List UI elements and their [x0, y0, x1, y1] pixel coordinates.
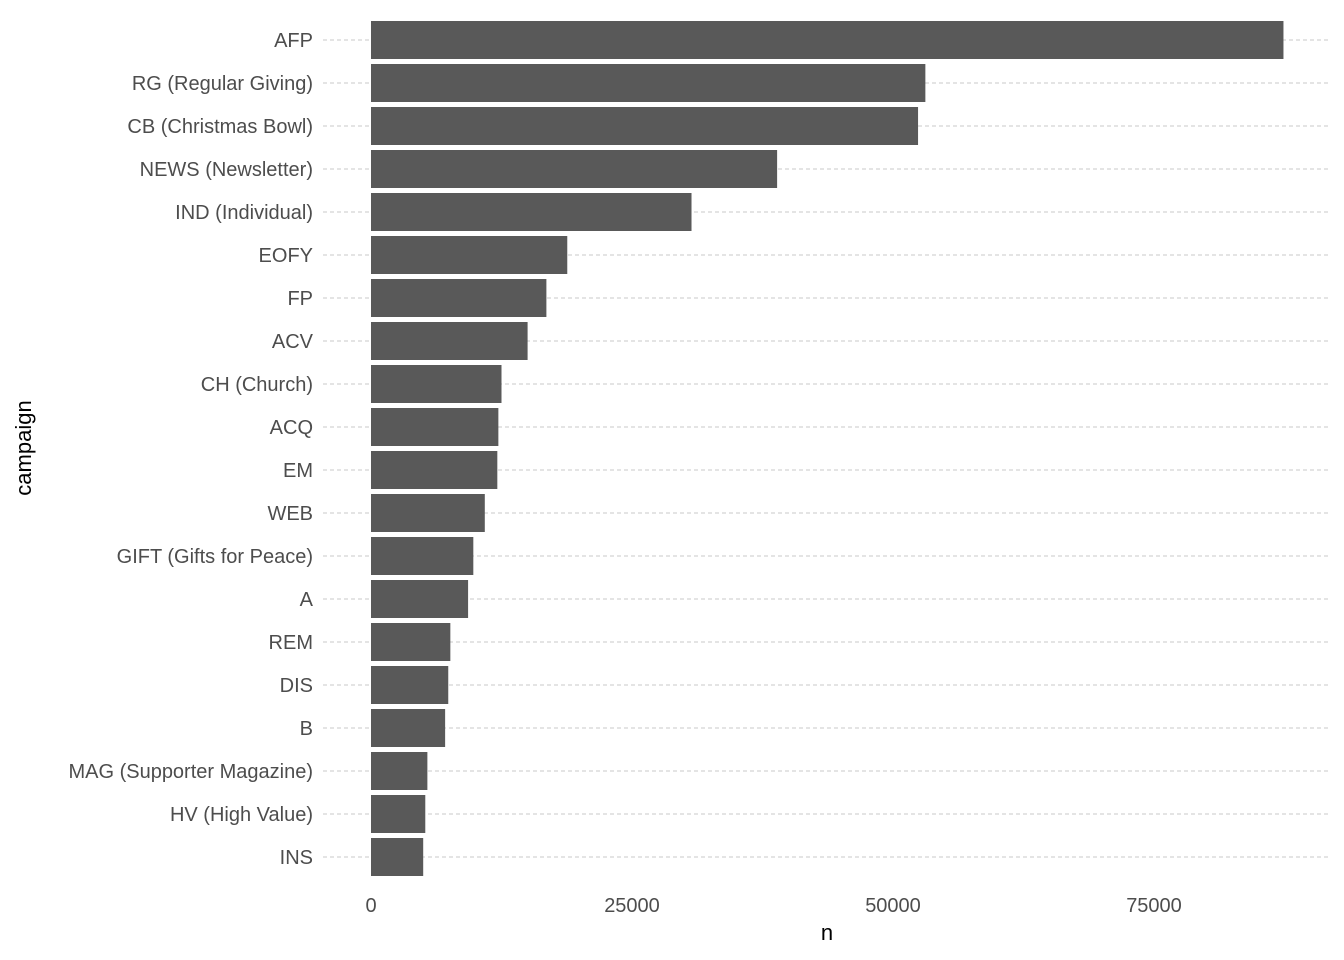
bar: [371, 623, 451, 661]
category-label: DIS: [280, 675, 313, 697]
bar: [371, 64, 926, 102]
x-tick-label: 75000: [1126, 895, 1182, 917]
category-label: A: [300, 589, 314, 611]
bars: [371, 21, 1284, 876]
y-axis-title: campaign: [11, 400, 36, 495]
bar: [371, 322, 528, 360]
bar: [371, 752, 428, 790]
category-label: WEB: [267, 503, 313, 525]
bar: [371, 279, 547, 317]
bar: [371, 408, 499, 446]
category-label: INS: [280, 847, 313, 869]
category-label: NEWS (Newsletter): [140, 159, 313, 181]
category-label: EOFY: [259, 245, 313, 267]
category-label: EM: [283, 460, 313, 482]
x-tick-label: 25000: [604, 895, 660, 917]
bar: [371, 193, 692, 231]
bar: [371, 451, 498, 489]
category-label: HV (High Value): [170, 804, 313, 826]
bar: [371, 107, 919, 145]
bar: [371, 666, 449, 704]
x-tick-label: 0: [365, 895, 376, 917]
category-label: ACV: [272, 331, 314, 353]
category-label: B: [300, 718, 313, 740]
category-label: RG (Regular Giving): [132, 73, 313, 95]
x-tick-labels: 0 25000 50000 75000: [365, 895, 1181, 917]
category-label: MAG (Supporter Magazine): [68, 761, 313, 783]
bar: [371, 709, 446, 747]
category-label: FP: [287, 288, 313, 310]
x-tick-label: 50000: [865, 895, 921, 917]
bar: [371, 838, 424, 876]
category-label: AFP: [274, 30, 313, 52]
x-axis-title: n: [821, 920, 833, 945]
category-label: CH (Church): [201, 374, 313, 396]
category-label: REM: [269, 632, 313, 654]
bar: [371, 795, 426, 833]
bar: [371, 365, 502, 403]
bar: [371, 494, 485, 532]
category-label: GIFT (Gifts for Peace): [117, 546, 313, 568]
category-label: IND (Individual): [175, 202, 313, 224]
category-label: ACQ: [270, 417, 313, 439]
bar: [371, 537, 474, 575]
bar: [371, 236, 568, 274]
category-label: CB (Christmas Bowl): [127, 116, 313, 138]
bar: [371, 150, 778, 188]
bar: [371, 580, 469, 618]
bar: [371, 21, 1284, 59]
